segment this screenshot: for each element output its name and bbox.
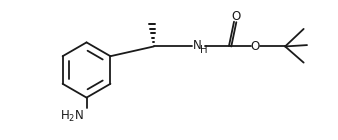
Text: H: H <box>200 46 208 55</box>
Text: O: O <box>250 40 260 53</box>
Text: O: O <box>232 10 241 23</box>
Text: H$_2$N: H$_2$N <box>60 109 84 124</box>
Text: N: N <box>193 39 202 52</box>
